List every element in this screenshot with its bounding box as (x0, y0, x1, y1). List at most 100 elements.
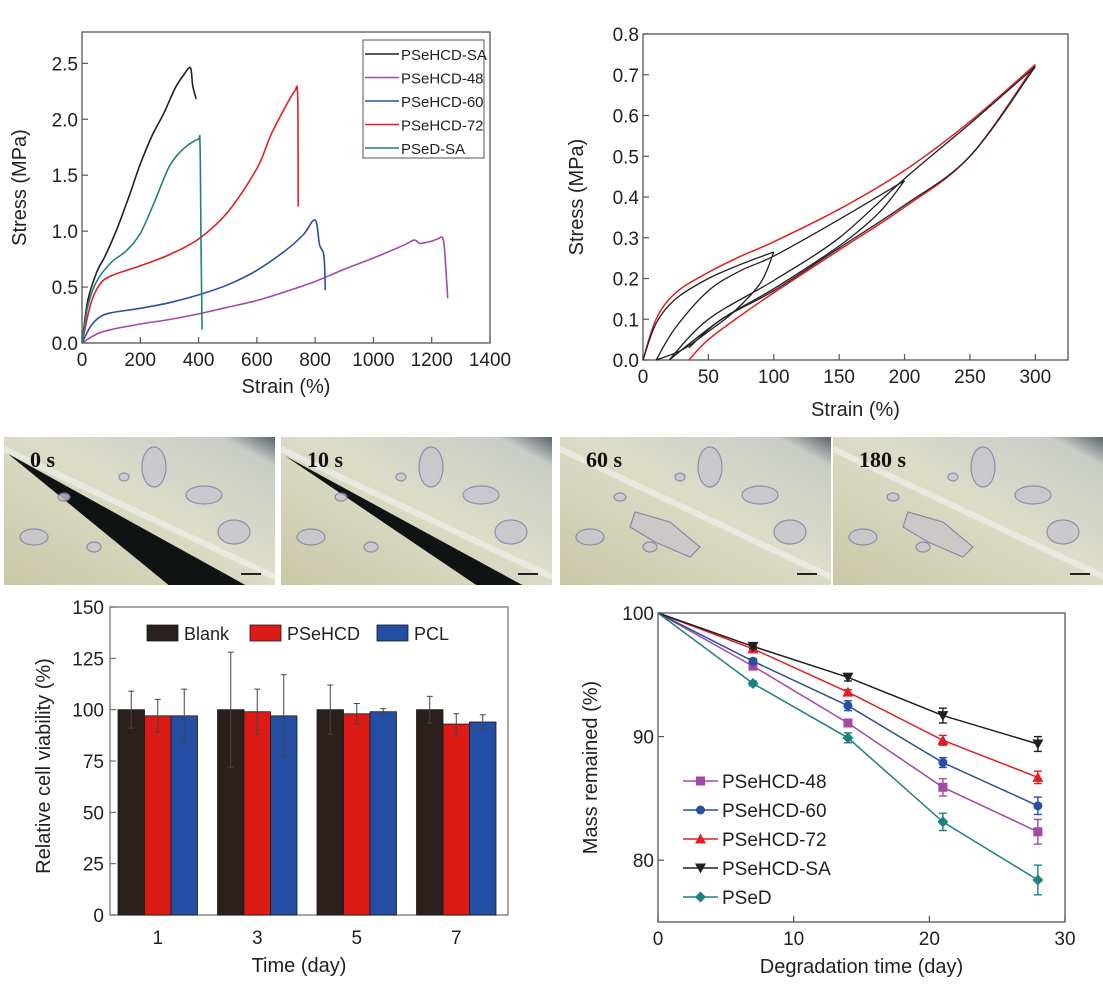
cell-debris (741, 485, 779, 505)
y-axis-label: Relative cell viability (%) (33, 658, 55, 874)
cell-debris (773, 519, 807, 545)
legend-label: PSeHCD (287, 624, 360, 644)
marker-square (748, 661, 758, 671)
marker-square (938, 782, 948, 792)
legend-swatch (146, 624, 179, 642)
cell-debris (185, 485, 223, 505)
y-tick-label: 2.5 (52, 54, 78, 75)
cell-debris (296, 528, 326, 546)
bar-blank (416, 709, 444, 916)
micrograph-time-label: 0 s (30, 447, 56, 472)
scratch-edge (833, 446, 1103, 580)
legend-label: PSeD-SA (401, 141, 465, 158)
y-tick-label: 50 (83, 803, 104, 824)
legend-label: PSeHCD-72 (722, 830, 827, 851)
series-psed (657, 612, 1044, 896)
y-tick-label: 25 (83, 855, 104, 876)
x-tick-label: 10 (783, 929, 804, 950)
plot-frame (642, 33, 1069, 361)
micrograph-time-label: 10 s (307, 447, 344, 472)
bar-pcl (469, 721, 497, 916)
y-tick-label: 0.2 (613, 270, 639, 291)
scratch-edge (281, 446, 552, 580)
micrograph-image (281, 437, 552, 585)
cyclic-chart: 0 50 100 150 200 250 300 0.0 0.1 0.2 0.3 0.4 0.5 0.6 0… (566, 25, 1069, 421)
cell-debris (970, 446, 996, 488)
scale-bar (797, 573, 817, 575)
bar-psehcd (144, 715, 172, 916)
y-tick-label: 0.1 (613, 310, 639, 331)
x-tick-label: 250 (954, 367, 986, 388)
x-axis-label: Time (day) (252, 955, 347, 977)
series-line-psehcd-48 (81, 236, 449, 344)
marker-circle (938, 758, 948, 768)
marker-diamond (695, 891, 706, 903)
marker-circle (748, 656, 758, 666)
y-tick-label: 0.5 (613, 147, 639, 168)
y-tick-label: 80 (633, 851, 654, 872)
scale-bar (1070, 573, 1090, 575)
y-tick-label: 100 (72, 701, 104, 722)
micrograph-time-label: 60 s (586, 447, 623, 472)
y-tick-label: 0.6 (613, 107, 639, 128)
micrograph-image (4, 437, 275, 585)
x-axis-label: Strain (%) (811, 399, 900, 421)
scratch-edge (4, 446, 275, 580)
x-tick-label: 400 (183, 350, 215, 371)
bar-psehcd (343, 713, 371, 916)
y-tick-label: 1.0 (52, 222, 78, 243)
legend-label: PSeHCD-60 (401, 94, 484, 111)
x-tick-label: 7 (451, 928, 462, 949)
marker-triangle-down (1032, 739, 1044, 750)
x-tick-label: 0 (653, 929, 664, 950)
x-tick-label: 3 (252, 928, 263, 949)
marker-square (1033, 827, 1043, 837)
x-axis-label: Strain (%) (242, 376, 331, 398)
healed-region (629, 511, 701, 558)
legend-label: PSeHCD-60 (722, 801, 827, 822)
marker-triangle-up (842, 686, 854, 697)
y-tick-label: 0.4 (613, 188, 640, 209)
series-psehcd-60 (657, 612, 1043, 816)
x-tick-label: 200 (889, 367, 921, 388)
cell-debris (363, 541, 379, 553)
marker-circle (696, 805, 705, 815)
series-line-psehcd-60 (81, 219, 327, 344)
x-axis-label: Degradation time (day) (760, 956, 963, 978)
marker-diamond (842, 732, 854, 744)
plot-frame (81, 31, 491, 344)
y-tick-label: 0.0 (613, 351, 639, 372)
cell-debris (217, 519, 251, 545)
legend-label: PSeHCD-48 (401, 71, 484, 88)
y-tick-label: 1.5 (52, 166, 78, 187)
x-tick-label: 1400 (469, 350, 511, 371)
series-line-cycle-300-load (668, 66, 1036, 361)
marker-triangle-down (695, 863, 706, 874)
bar-psehcd (442, 723, 470, 916)
cell-viability-chart: 0 25 50 75 100 125 150 1 3 5 7 Time (day) Relative c… (33, 598, 509, 977)
legend-label: PSeHCD-SA (401, 47, 487, 64)
micrograph-10s: 10 s (281, 437, 552, 585)
bar-pcl (170, 715, 198, 916)
cell-debris (642, 541, 658, 553)
series-line-cycle-100-load (642, 251, 775, 361)
x-tick-label: 5 (351, 928, 362, 949)
legend-label: PCL (414, 624, 449, 644)
series-psehcd-sa (657, 612, 1044, 753)
series-line-monotonic-loading (642, 64, 1036, 361)
cell-debris (697, 446, 723, 488)
x-tick-label: 30 (1054, 929, 1075, 950)
y-axis-label: Stress (MPa) (566, 139, 588, 256)
marker-triangle-down (937, 711, 949, 722)
legend-frame (362, 39, 485, 159)
legend-label: PSeHCD-48 (722, 772, 827, 793)
legend-swatch (376, 624, 409, 642)
x-tick-label: 150 (823, 367, 855, 388)
marker-square (843, 718, 853, 728)
y-tick-label: 0 (93, 906, 104, 927)
cell-debris (674, 472, 686, 482)
cell-debris (1046, 519, 1080, 545)
plot-frame (657, 612, 1066, 923)
x-tick-label: 200 (124, 350, 156, 371)
marker-diamond (1032, 874, 1044, 886)
